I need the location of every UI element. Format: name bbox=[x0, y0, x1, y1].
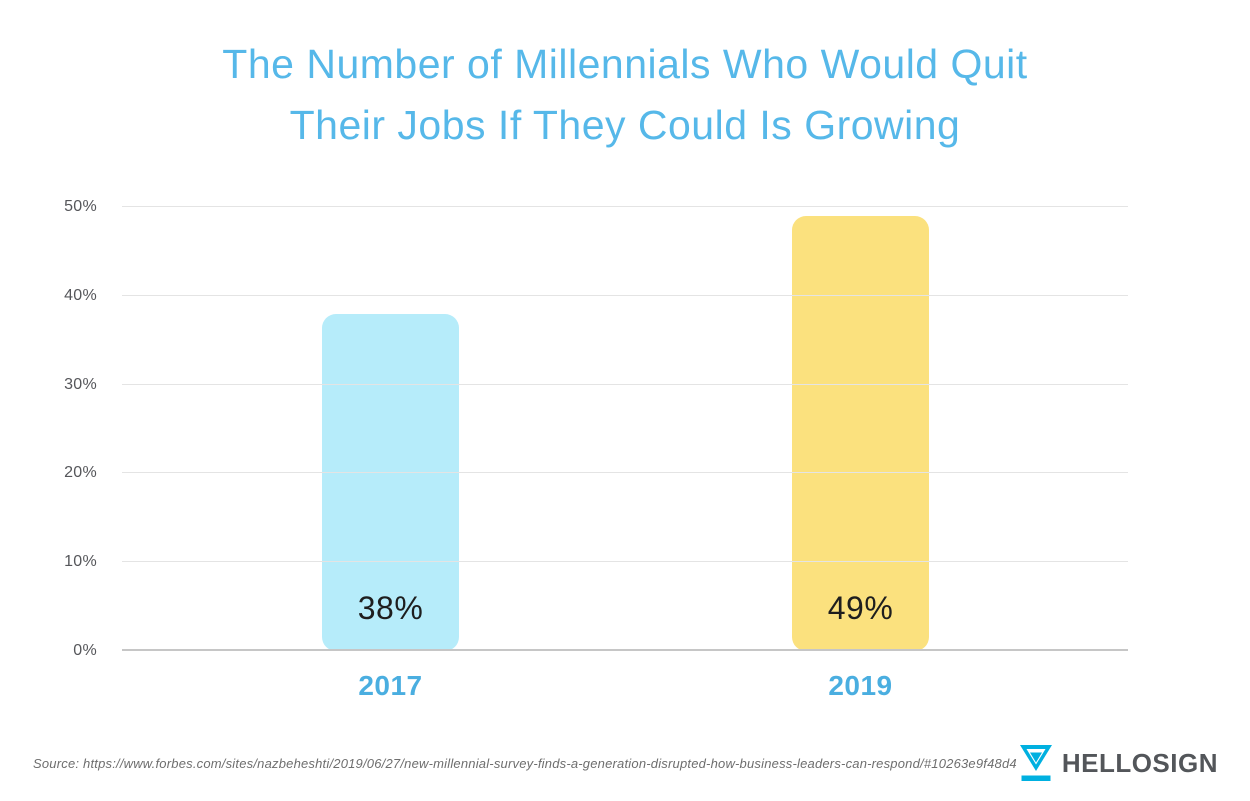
y-tick-label-50: 50% bbox=[64, 198, 97, 215]
gridline-10 bbox=[122, 561, 1128, 563]
hellosign-wordmark: HELLOSIGN bbox=[1061, 747, 1218, 778]
chart-title: The Number of Millennials Who Would Quit… bbox=[0, 34, 1250, 156]
chart-title-line1: The Number of Millennials Who Would Quit bbox=[222, 41, 1028, 87]
bar-value-label-2017: 38% bbox=[357, 590, 424, 626]
bar-value-label-2019: 49% bbox=[827, 590, 894, 626]
gridline-40 bbox=[122, 294, 1128, 296]
chart-title-line2: Their Jobs If They Could Is Growing bbox=[289, 102, 961, 148]
y-tick-label-0: 0% bbox=[73, 642, 97, 659]
hellosign-logo: HELLOSIGN bbox=[1019, 744, 1218, 782]
gridline-0 bbox=[122, 649, 1128, 651]
gridline-30 bbox=[122, 383, 1128, 385]
bar-group-2019: 49% 2019 bbox=[792, 207, 929, 701]
x-axis-label-2019: 2019 bbox=[828, 670, 893, 701]
bar-2017: 38% bbox=[322, 313, 459, 651]
y-tick-label-10: 10% bbox=[64, 553, 97, 571]
y-tick-label-30: 30% bbox=[64, 375, 97, 393]
bar-group-2017: 38% 2017 bbox=[322, 207, 459, 701]
gridline-20 bbox=[122, 472, 1128, 474]
bar-2019: 49% bbox=[792, 215, 929, 651]
gridline-50 bbox=[122, 206, 1128, 207]
hellosign-pen-nib-icon bbox=[1019, 745, 1052, 781]
source-citation: Source: https://www.forbes.com/sites/naz… bbox=[33, 756, 1017, 771]
y-tick-label-20: 20% bbox=[64, 464, 97, 482]
bar-chart-plot-area: 38% 2017 49% 2019 0% 10% 20% 30% 40% 50% bbox=[64, 198, 1128, 701]
x-axis-label-2017: 2017 bbox=[358, 670, 423, 701]
y-tick-label-40: 40% bbox=[64, 286, 97, 304]
